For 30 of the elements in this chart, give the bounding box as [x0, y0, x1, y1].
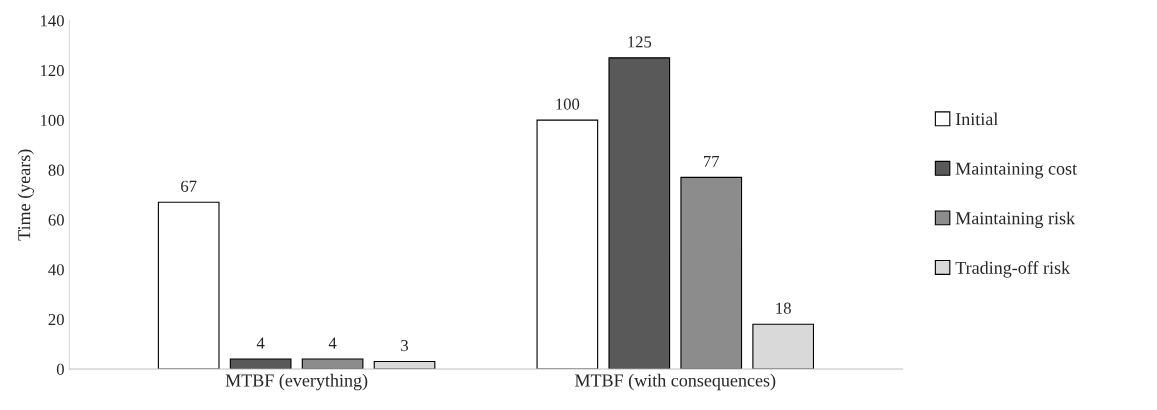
bar	[608, 57, 671, 369]
data-label: 67	[181, 180, 197, 192]
legend-label: Maintaining cost	[955, 162, 1077, 179]
y-tick-label: 100	[41, 114, 64, 127]
y-tick-label: 80	[48, 164, 64, 176]
legend-label: Initial	[955, 112, 998, 126]
y-axis-title: Time (years)	[17, 149, 34, 241]
y-tick-label: 120	[41, 64, 64, 77]
x-tick-label: MTBF (everything)	[225, 373, 368, 391]
bar	[536, 119, 599, 369]
y-tick-label: 140	[41, 15, 64, 27]
x-tick-label: MTBF (with consequences)	[574, 373, 776, 391]
legend-label: Maintaining risk	[955, 211, 1076, 229]
bar	[680, 176, 743, 369]
data-label: 4	[328, 337, 337, 349]
legend-label: Trading-off risk	[955, 261, 1071, 278]
data-label: 100	[556, 98, 580, 110]
bar	[229, 358, 292, 369]
data-label: 125	[628, 36, 652, 48]
y-tick-label: 60	[48, 214, 64, 226]
bar	[301, 358, 364, 369]
data-label: 77	[704, 155, 720, 167]
y-tick-label: 20	[48, 313, 64, 326]
bar	[157, 201, 220, 369]
bar	[752, 323, 815, 369]
data-label: 4	[256, 337, 265, 349]
y-tick-label: 0	[56, 363, 64, 375]
data-label: 3	[401, 340, 409, 352]
y-tick-label: 40	[48, 264, 64, 276]
data-label: 18	[776, 302, 791, 314]
